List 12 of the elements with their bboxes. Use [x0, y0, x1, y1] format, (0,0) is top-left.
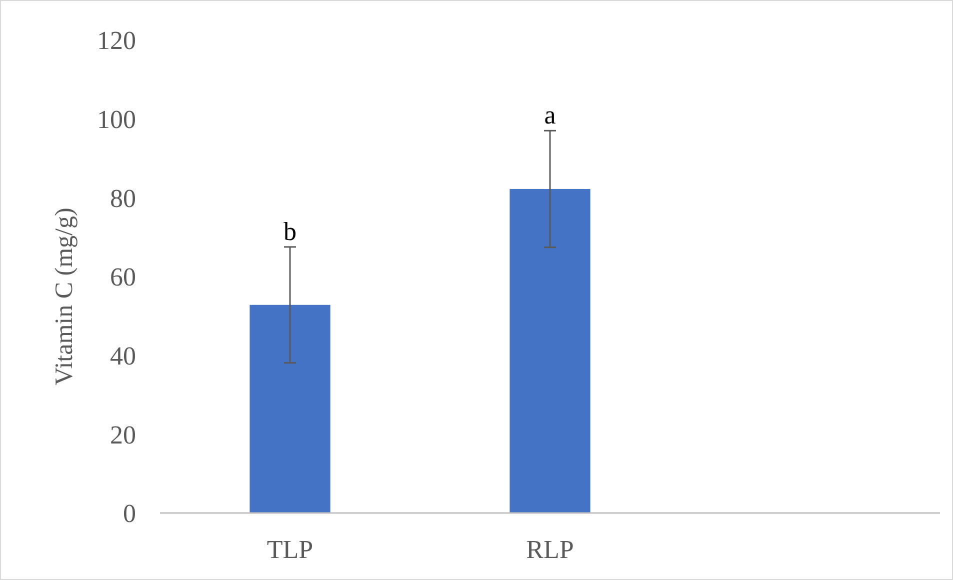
y-tick-label: 40 — [110, 341, 136, 370]
x-tick-label: TLP — [266, 535, 314, 564]
annotation: a — [544, 100, 556, 130]
y-tick-label: 20 — [110, 420, 136, 450]
y-axis-title: Vitamin C (mg/g) — [51, 208, 78, 386]
y-tick-label: 120 — [97, 26, 136, 56]
y-tick-label: 100 — [97, 104, 136, 134]
y-tick-label: 60 — [110, 262, 136, 292]
x-tick-label: RLP — [526, 535, 574, 564]
annotation: b — [284, 216, 296, 246]
y-tick-label: 80 — [110, 184, 136, 213]
y-tick-label: 0 — [123, 499, 136, 528]
